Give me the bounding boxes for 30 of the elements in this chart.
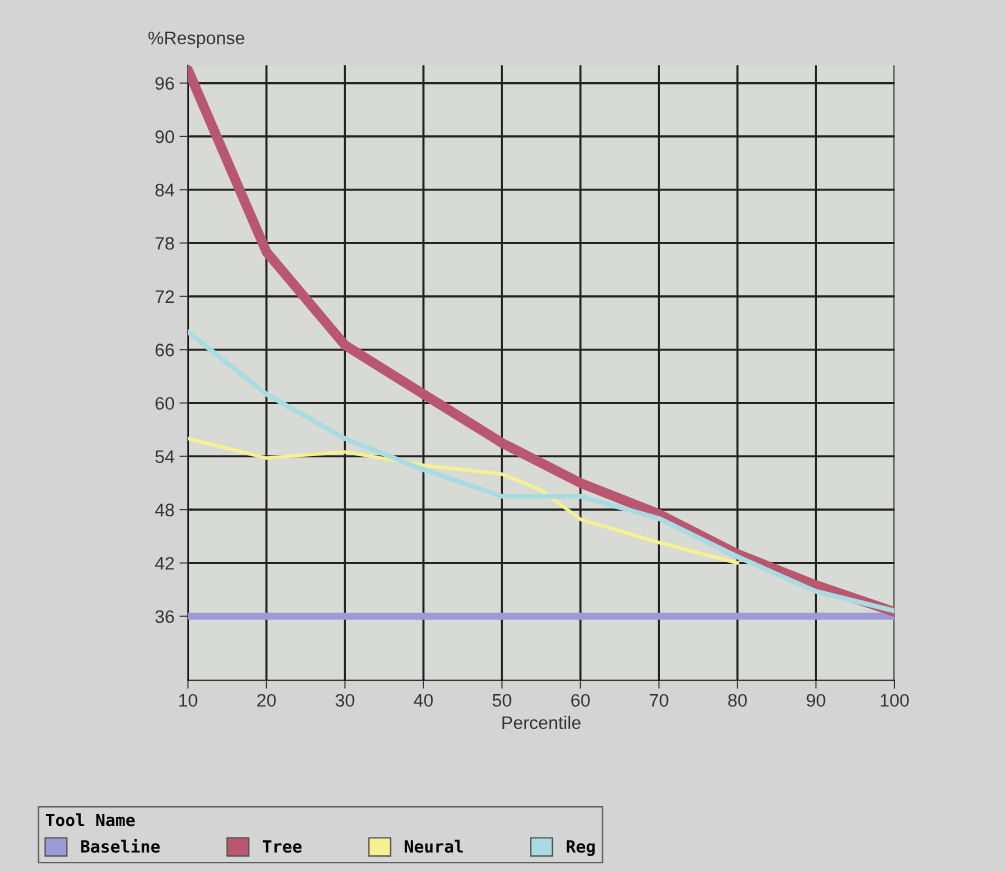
legend-label: Reg [566, 840, 595, 856]
x-tick-label: 30 [335, 693, 355, 707]
x-tick-label: 70 [649, 693, 669, 707]
y-tick-label: 60 [155, 396, 175, 410]
x-tick-label: 50 [492, 693, 512, 707]
y-tick-label: 36 [155, 610, 174, 623]
y-tick-label: 78 [155, 236, 174, 250]
legend-label: Baseline [81, 838, 160, 853]
legend-label: Tree [262, 840, 302, 853]
x-tick-label: 90 [806, 693, 826, 707]
y-tick-label: 96 [155, 77, 174, 90]
x-tick-label: 60 [571, 693, 590, 707]
y-tick-label: 66 [155, 343, 174, 357]
legend-title: Tool Name [45, 813, 135, 827]
x-tick-label: 10 [179, 693, 198, 707]
y-tick-label: 84 [155, 183, 175, 197]
line-series [187, 436, 740, 565]
x-axis-title: Percentile [502, 715, 581, 730]
x-tick-label: 40 [413, 693, 433, 707]
y-tick-label: 42 [155, 556, 174, 570]
x-tick-label: 20 [257, 693, 276, 707]
y-tick-label: 48 [155, 503, 174, 517]
y-axis-title: %Response [148, 31, 245, 48]
x-tick-label: 80 [728, 693, 747, 707]
x-tick-label: 100 [880, 693, 909, 707]
legend-label: Neural [404, 839, 463, 853]
y-tick-label: 90 [155, 130, 175, 144]
y-tick-label: 54 [155, 450, 175, 464]
y-tick-label: 72 [155, 290, 174, 303]
line-series [187, 329, 895, 614]
